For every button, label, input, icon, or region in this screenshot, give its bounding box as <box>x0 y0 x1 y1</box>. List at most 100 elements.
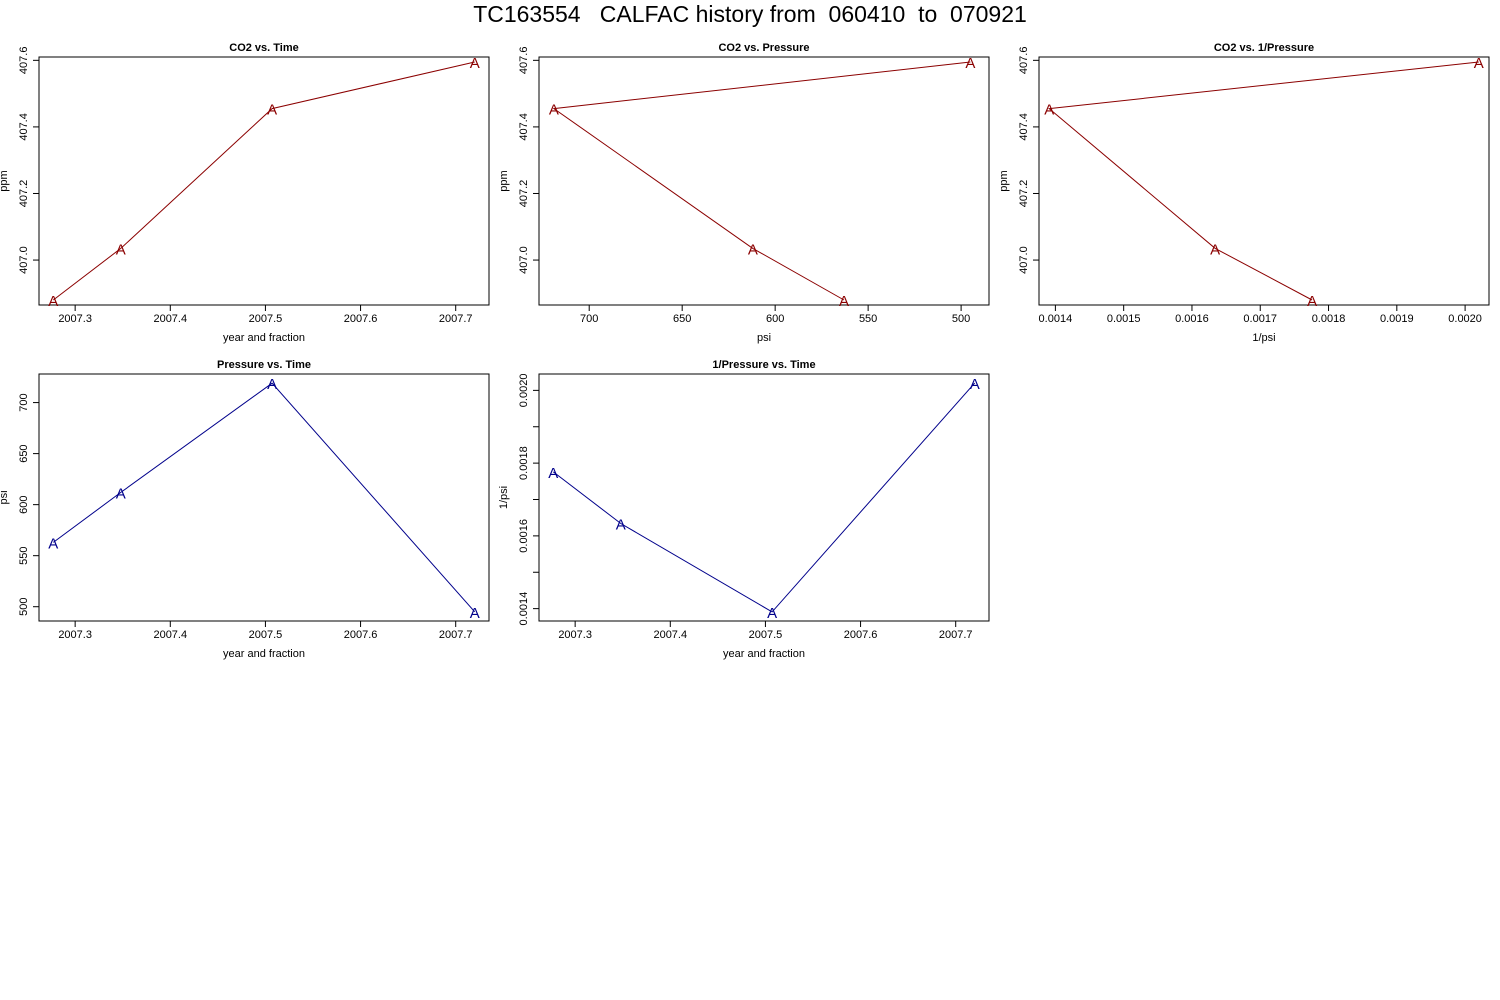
series-line <box>53 382 476 613</box>
series-line <box>552 382 976 613</box>
y-tick-label: 0.0014 <box>518 592 530 626</box>
plot-panel: CO2 vs. Pressure 700 650 600 550 500 407.0 407.… <box>498 42 990 344</box>
y-tick-label: 407.6 <box>518 47 530 75</box>
data-point: A <box>1044 102 1054 119</box>
x-axis-label: 1/psi <box>1252 332 1275 344</box>
data-point: A <box>48 293 58 310</box>
y-tick-label: 407.2 <box>518 180 530 208</box>
data-point: A <box>1210 241 1220 258</box>
x-tick-label: 650 <box>673 313 691 325</box>
y-tick-label: 0.0016 <box>518 519 530 553</box>
data-point: A <box>470 605 480 622</box>
plot-panel: 1/Pressure vs. Time 2007.3 2007.4 2007.5 200… <box>498 359 990 660</box>
plot-title: CO2 vs. Time <box>229 42 299 54</box>
data-point: A <box>549 102 559 119</box>
plot-title: CO2 vs. 1/Pressure <box>1214 42 1314 54</box>
y-axis-label: ppm <box>498 170 510 191</box>
x-tick-label: 500 <box>952 313 970 325</box>
x-tick-label: 2007.6 <box>344 629 378 641</box>
y-tick-label: 407.4 <box>18 113 30 141</box>
plot-title: 1/Pressure vs. Time <box>712 359 815 371</box>
x-tick-label: 0.0016 <box>1175 313 1209 325</box>
data-point: A <box>970 376 980 393</box>
y-axis-label: psi <box>0 490 10 504</box>
x-tick-label: 2007.6 <box>344 313 378 325</box>
y-tick-label: 407.2 <box>18 180 30 208</box>
x-tick-label: 2007.3 <box>58 629 92 641</box>
y-axis-label: ppm <box>998 170 1010 191</box>
plot-frame <box>38 56 490 306</box>
y-axis-label: 1/psi <box>498 486 510 509</box>
data-point: A <box>1474 55 1484 72</box>
y-tick-label: 0.0020 <box>518 374 530 408</box>
x-tick-label: 2007.7 <box>939 629 973 641</box>
y-tick-label: 600 <box>18 495 30 513</box>
series-line <box>1047 61 1479 301</box>
plot-panel: CO2 vs. 1/Pressure 0.0014 0.0015 0.0016 0.00… <box>998 42 1490 344</box>
data-point: A <box>48 535 58 552</box>
data-point: A <box>470 55 480 72</box>
series-line <box>552 61 971 301</box>
data-point: A <box>616 517 626 534</box>
x-axis-label: year and fraction <box>723 648 805 660</box>
data-point: A <box>839 293 849 310</box>
x-tick-label: 2007.5 <box>249 313 283 325</box>
data-point: A <box>267 102 277 119</box>
y-tick-label: 700 <box>18 393 30 411</box>
x-tick-label: 2007.5 <box>749 629 783 641</box>
plot-title: Pressure vs. Time <box>217 359 311 371</box>
data-point: A <box>1307 293 1317 310</box>
x-tick-label: 2007.6 <box>844 629 878 641</box>
plot-frame <box>38 373 490 622</box>
x-tick-label: 2007.4 <box>653 629 687 641</box>
x-tick-label: 2007.4 <box>153 629 187 641</box>
y-tick-label: 407.4 <box>1018 113 1030 141</box>
y-axis-label: ppm <box>0 170 10 191</box>
plot-panel: CO2 vs. Time 2007.3 2007.4 2007.5 2007.6 2007… <box>0 42 490 344</box>
x-tick-label: 0.0015 <box>1107 313 1141 325</box>
plot-frame <box>1038 56 1490 306</box>
x-tick-label: 2007.4 <box>153 313 187 325</box>
x-tick-label: 2007.7 <box>439 629 473 641</box>
x-tick-label: 0.0014 <box>1039 313 1073 325</box>
x-tick-label: 550 <box>859 313 877 325</box>
x-tick-label: 700 <box>580 313 598 325</box>
y-tick-label: 407.6 <box>18 47 30 75</box>
plot-panel: Pressure vs. Time 2007.3 2007.4 2007.5 2007.… <box>0 359 490 660</box>
y-tick-label: 500 <box>18 598 30 616</box>
data-point: A <box>965 55 975 72</box>
plot-frame <box>538 373 990 622</box>
data-point: A <box>548 465 558 482</box>
data-point: A <box>267 376 277 393</box>
data-point: A <box>767 605 777 622</box>
x-axis-label: year and fraction <box>223 648 305 660</box>
x-tick-label: 2007.3 <box>58 313 92 325</box>
y-tick-label: 407.6 <box>1018 47 1030 75</box>
plot-frame <box>538 56 990 306</box>
y-tick-label: 407.0 <box>18 246 30 274</box>
y-tick-label: 550 <box>18 546 30 564</box>
x-axis-label: year and fraction <box>223 332 305 344</box>
x-tick-label: 0.0020 <box>1448 313 1482 325</box>
y-tick-label: 0.0018 <box>518 446 530 480</box>
x-tick-label: 2007.7 <box>439 313 473 325</box>
y-tick-label: 407.2 <box>1018 180 1030 208</box>
x-tick-label: 600 <box>766 313 784 325</box>
x-tick-label: 2007.3 <box>558 629 592 641</box>
x-axis-label: psi <box>757 332 771 344</box>
data-point: A <box>116 485 126 502</box>
plot-title: CO2 vs. Pressure <box>718 42 809 54</box>
data-point: A <box>116 241 126 258</box>
y-tick-label: 407.0 <box>1018 246 1030 274</box>
data-point: A <box>748 241 758 258</box>
series-line <box>52 61 475 301</box>
y-tick-label: 650 <box>18 444 30 462</box>
y-tick-label: 407.0 <box>518 246 530 274</box>
x-tick-label: 0.0018 <box>1312 313 1346 325</box>
y-tick-label: 407.4 <box>518 113 530 141</box>
figure-title: TC163554 CALFAC history from 060410 to 0… <box>473 1 1027 27</box>
x-tick-label: 0.0017 <box>1243 313 1277 325</box>
x-tick-label: 2007.5 <box>249 629 283 641</box>
x-tick-label: 0.0019 <box>1380 313 1414 325</box>
